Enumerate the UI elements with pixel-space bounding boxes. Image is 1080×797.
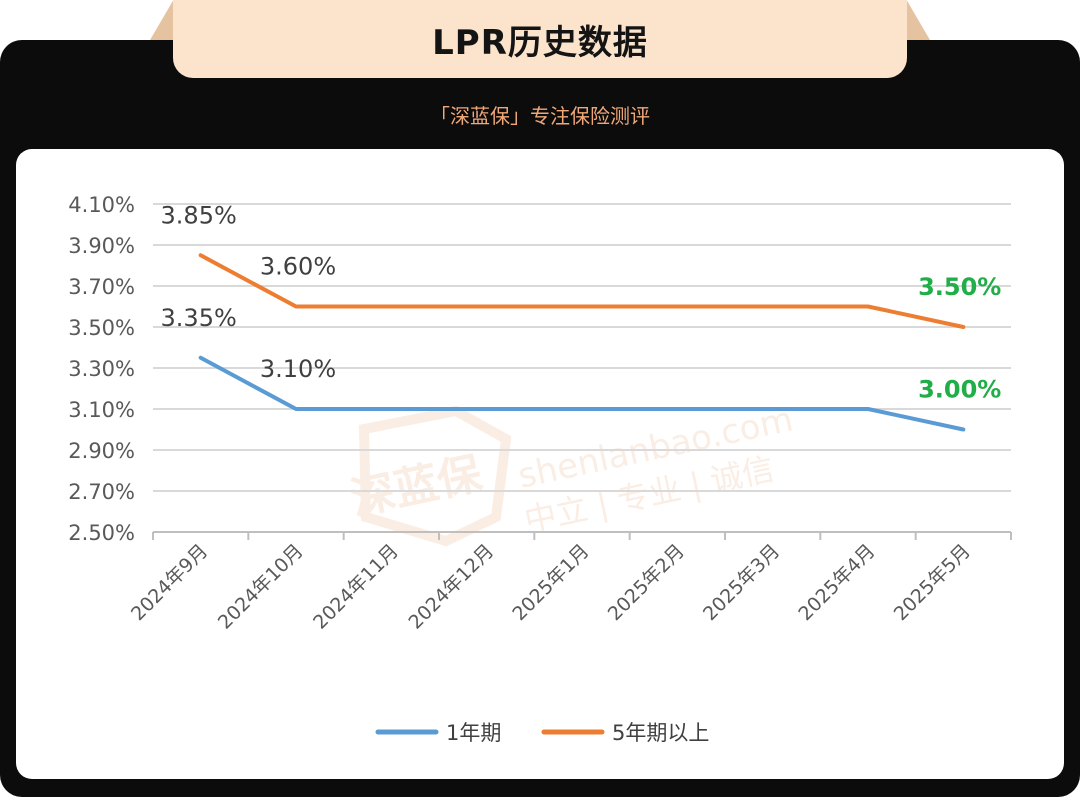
y-tick-label: 4.10%	[68, 193, 135, 217]
x-tick-label: 2025年4月	[794, 540, 879, 625]
chart-card: 深蓝保 shenlanbao.com 中立 | 专业 | 诚信 4.10% 3.9…	[16, 149, 1064, 779]
y-tick-label: 3.50%	[68, 316, 135, 340]
data-label: 3.85%	[161, 201, 237, 229]
data-label: 3.00%	[918, 376, 1001, 404]
x-tick-label: 2024年11月	[309, 540, 403, 634]
legend: 1年期 5年期以上	[375, 721, 709, 745]
data-label: 3.35%	[161, 304, 237, 332]
watermark: 深蓝保 shenlanbao.com 中立 | 专业 | 诚信	[347, 399, 797, 547]
x-tick-label: 2025年2月	[604, 540, 689, 625]
line-chart: 深蓝保 shenlanbao.com 中立 | 专业 | 诚信 4.10% 3.9…	[68, 193, 1012, 745]
data-label: 3.50%	[918, 273, 1001, 301]
data-label: 3.10%	[260, 355, 336, 383]
x-tick-label: 2024年9月	[127, 540, 212, 625]
series-lines	[198, 253, 966, 432]
x-axis: 2024年9月 2024年10月 2024年11月 2024年12月 2025年1月 20…	[127, 531, 1012, 634]
y-tick-label: 3.70%	[68, 275, 135, 299]
legend-label-1y: 1年期	[446, 721, 501, 745]
title-tab: LPR历史数据	[173, 0, 907, 78]
y-tick-label: 3.30%	[68, 357, 135, 381]
x-tick-label: 2025年1月	[508, 540, 593, 625]
series-line-5y	[198, 253, 966, 329]
y-tick-label: 2.70%	[68, 480, 135, 504]
y-tick-label: 3.10%	[68, 398, 135, 422]
x-tick-label: 2025年5月	[890, 540, 975, 625]
y-tick-label: 2.90%	[68, 439, 135, 463]
legend-label-5y: 5年期以上	[612, 721, 709, 745]
x-tick-label: 2024年12月	[404, 540, 498, 634]
series-line-1y	[198, 355, 966, 432]
y-tick-label: 3.90%	[68, 234, 135, 258]
y-axis: 4.10% 3.90% 3.70% 3.50% 3.30% 3.10% 2.90% 2.70%…	[68, 193, 135, 545]
data-labels: 3.35% 3.10% 3.00% 3.85% 3.60% 3.50%	[161, 201, 1002, 403]
y-tick-label: 2.50%	[68, 521, 135, 545]
data-label: 3.60%	[260, 253, 336, 281]
x-tick-label: 2024年10月	[214, 540, 308, 634]
page-title: LPR历史数据	[432, 22, 648, 63]
page-subtitle: 「深蓝保」专注保险测评	[430, 104, 650, 128]
x-tick-label: 2025年3月	[699, 540, 784, 625]
